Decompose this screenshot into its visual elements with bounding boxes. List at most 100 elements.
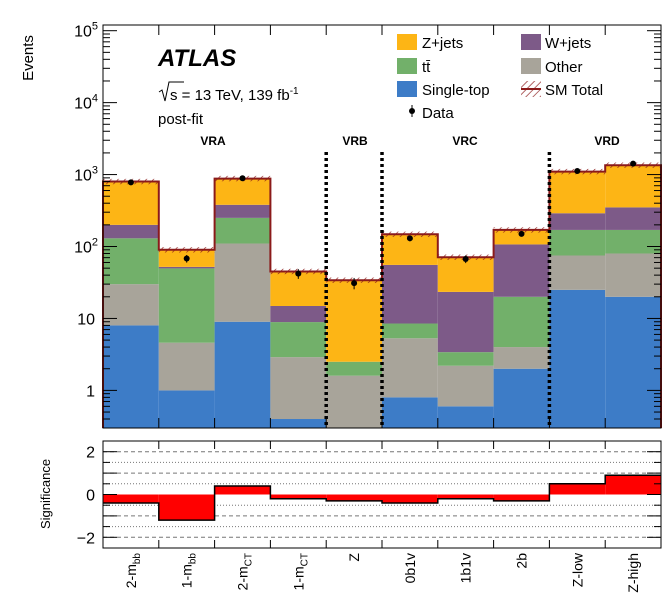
- bar-segment-0-9: [605, 296, 661, 428]
- significance-bar-9: [605, 475, 661, 495]
- significance-bar-0: [103, 494, 159, 504]
- bar-segment-3-9: [605, 207, 661, 230]
- bar-segment-1-1: [158, 342, 215, 391]
- x-category-labels: 2-mbb 1-mbb 2-mCT 1-mCT Z 0b1v 1b1v 2b Z-low Z-hi…: [123, 552, 641, 593]
- legend-swatch-zjets: [397, 34, 417, 50]
- bar-segment-0-2: [214, 321, 271, 428]
- significance-outline: [103, 474, 661, 521]
- bar-segment-2-0: [103, 238, 159, 285]
- bar-segment-4-4: [326, 280, 382, 362]
- bar-segment-3-5: [382, 264, 438, 324]
- bar-segment-2-3: [270, 322, 327, 358]
- legend-label-ttbar: tt̄: [422, 59, 431, 76]
- data-point-9: [630, 160, 637, 167]
- data-point-3: [295, 270, 302, 277]
- bar-segment-1-5: [382, 338, 438, 398]
- bar-segment-2-9: [605, 229, 661, 254]
- bar-segment-2-5: [382, 323, 438, 339]
- significance-bar-8: [549, 483, 606, 495]
- bar-segment-1-8: [549, 255, 606, 290]
- significance-bars: [103, 474, 661, 521]
- bar-segment-1-2: [214, 243, 271, 322]
- y-tick-label-4: 10: [77, 311, 95, 328]
- legend: Z+jets W+jets tt̄ Other Single-top SM To…: [397, 34, 603, 122]
- legend-label-wjets: W+jets: [545, 35, 591, 52]
- legend-swatch-singletop: [397, 81, 417, 97]
- region-label-2: VRC: [452, 134, 478, 148]
- significance-bar-5: [382, 494, 438, 504]
- data-point-0: [127, 179, 134, 186]
- category-label-0: 2-mbb: [123, 553, 143, 589]
- bar-segment-4-8: [549, 171, 606, 214]
- legend-swatch-smtotal: [521, 81, 541, 97]
- region-label-1: VRB: [342, 134, 368, 148]
- bar-segment-3-3: [270, 305, 327, 323]
- bar-segment-4-0: [103, 181, 159, 225]
- significance-bar-4: [326, 494, 382, 501]
- bar-segment-4-6: [437, 257, 494, 292]
- bar-segment-4-7: [493, 229, 550, 245]
- bar-segment-0-6: [437, 406, 494, 428]
- bar-segment-3-8: [549, 213, 606, 230]
- experiment-label: ATLAS: [157, 45, 236, 72]
- legend-label-zjets: Z+jets: [422, 35, 463, 52]
- category-label-7: 2b: [514, 553, 530, 569]
- category-label-3: 1-mCT: [290, 553, 310, 590]
- region-dividers: [324, 152, 552, 428]
- data-point-5: [406, 235, 413, 242]
- ratio-tick-label-1: 0: [86, 488, 95, 505]
- y-tick-label-1: 104: [74, 93, 98, 113]
- bar-segment-2-8: [549, 229, 606, 256]
- data-point-2: [239, 175, 246, 182]
- bar-segment-4-2: [214, 178, 271, 205]
- region-label-0: VRA: [200, 134, 226, 148]
- bar-segment-2-1: [158, 268, 215, 343]
- legend-swatch-ttbar: [397, 58, 417, 74]
- legend-label-smtotal: SM Total: [545, 82, 603, 99]
- energy-label: s = 13 TeV, 139 fb-1: [158, 81, 299, 104]
- y-tick-label-3: 102: [74, 237, 98, 257]
- data-point-1: [183, 255, 190, 262]
- legend-label-data: Data: [422, 105, 454, 122]
- bar-segment-4-9: [605, 165, 661, 208]
- legend-marker-data: [409, 105, 415, 117]
- legend-swatch-other: [521, 58, 541, 74]
- significance-bar-2: [214, 485, 271, 495]
- data-point-8: [574, 168, 581, 175]
- significance-bar-6: [437, 494, 494, 499]
- ratio-tick-label-0: 2: [86, 445, 95, 462]
- bar-segment-2-4: [326, 361, 382, 376]
- category-label-1: 1-mbb: [179, 553, 199, 589]
- bar-segment-0-0: [103, 325, 159, 428]
- data-point-4: [351, 280, 358, 287]
- bar-segment-0-3: [270, 419, 327, 428]
- data-points: [127, 160, 637, 290]
- bar-segment-1-3: [270, 357, 327, 420]
- bar-segment-3-7: [493, 244, 550, 297]
- energy-text: s = 13 TeV, 139 fb: [170, 87, 290, 104]
- bar-segment-3-6: [437, 291, 494, 353]
- ratio-y-ticks: 2 0 −2: [77, 440, 661, 549]
- bar-segment-1-4: [326, 375, 382, 428]
- svg-text:s = 13 TeV, 139 fb-1: s = 13 TeV, 139 fb-1: [170, 86, 299, 104]
- legend-swatch-wjets: [521, 34, 541, 50]
- bar-segment-3-1: [158, 266, 215, 269]
- bar-segment-0-5: [382, 397, 438, 428]
- significance-bar-1: [158, 494, 215, 521]
- bar-segment-2-2: [214, 217, 271, 244]
- region-labels: VRA VRB VRC VRD: [200, 134, 620, 148]
- significance-bar-7: [493, 494, 550, 501]
- data-point-6: [462, 256, 469, 263]
- data-point-7: [518, 230, 525, 237]
- bar-segment-0-7: [493, 368, 550, 428]
- sqrt-icon: [158, 81, 184, 102]
- legend-label-other: Other: [545, 59, 583, 76]
- status-label: post-fit: [158, 111, 204, 128]
- category-label-8: Z-low: [569, 552, 585, 587]
- main-stacked-bars: [103, 165, 661, 428]
- category-label-6: 1b1v: [458, 553, 474, 583]
- category-label-4: Z: [346, 553, 362, 562]
- y-tick-label-5: 1: [86, 383, 95, 400]
